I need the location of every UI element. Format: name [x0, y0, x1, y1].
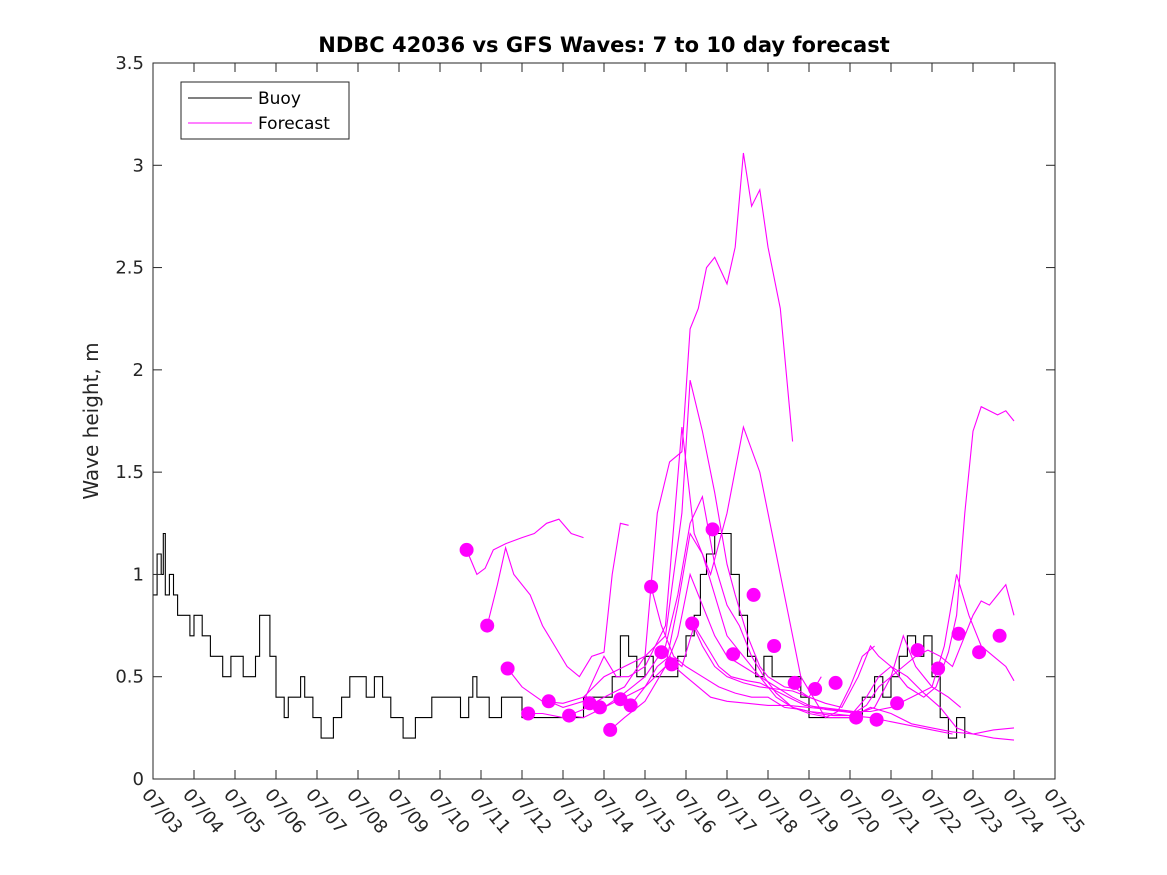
forecast-marker-27: [931, 661, 946, 676]
y-tick-label-5: 2.5: [115, 258, 144, 279]
forecast-marker-20: [787, 675, 802, 690]
forecast-marker-14: [613, 692, 628, 707]
y-tick-label-0: 0: [133, 769, 144, 790]
x-tick-label-15: 07/18: [752, 785, 801, 838]
forecast-series-line-3: [507, 152, 794, 704]
forecast-series-line-11: [671, 574, 1015, 713]
forecast-marker-1: [459, 542, 474, 557]
legend-forecast-label: Forecast: [258, 114, 330, 134]
forecast-series-line-6: [569, 494, 1015, 741]
forecast-marker-29: [972, 645, 987, 660]
forecast-series-line-10: [650, 583, 1015, 717]
x-tick-label-6: 07/09: [383, 785, 432, 838]
forecast-marker-26: [910, 643, 925, 658]
forecast-marker-6: [562, 708, 577, 723]
forecast-marker-15: [654, 645, 669, 660]
x-tick-label-3: 07/06: [260, 785, 309, 838]
x-tick-label-14: 07/17: [711, 785, 760, 838]
forecast-marker-16: [705, 522, 720, 537]
x-tick-label-22: 07/25: [1039, 785, 1088, 838]
forecast-series-line-5: [548, 425, 875, 719]
forecast-marker-19: [767, 639, 782, 653]
forecast-marker-28: [951, 626, 966, 641]
forecast-marker-24: [869, 712, 884, 727]
forecast-series-line-1: [466, 518, 584, 576]
x-tick-label-0: 07/03: [137, 785, 186, 838]
x-tick-label-11: 07/14: [588, 785, 637, 838]
forecast-marker-13: [592, 700, 607, 715]
forecast-marker-12: [685, 616, 700, 631]
x-tick-label-16: 07/19: [793, 785, 842, 838]
legend-box: [180, 81, 350, 140]
x-tick-label-5: 07/08: [342, 785, 391, 838]
forecast-marker-9: [623, 698, 638, 713]
x-tick-label-19: 07/22: [916, 785, 965, 838]
axes-ticks: 00.511.522.533.507/0307/0407/0507/0607/0…: [115, 53, 1088, 838]
x-tick-label-17: 07/20: [834, 785, 883, 838]
y-tick-label-6: 3: [133, 155, 144, 176]
legend: Buoy Forecast: [180, 81, 350, 140]
y-tick-label-1: 0.5: [115, 667, 144, 688]
forecast-marker-17: [726, 647, 741, 662]
forecast-marker-3: [500, 661, 515, 676]
x-tick-label-7: 07/10: [424, 785, 473, 838]
y-tick-label-2: 1: [133, 564, 144, 585]
forecast-marker-11: [664, 657, 679, 672]
forecast-series-line-8: [609, 572, 962, 731]
x-tick-label-18: 07/21: [875, 785, 924, 838]
x-tick-label-12: 07/15: [629, 785, 678, 838]
forecast-marker-10: [644, 579, 659, 594]
x-tick-label-10: 07/13: [547, 785, 596, 838]
chart-title: NDBC 42036 vs GFS Waves: 7 to 10 day for…: [318, 33, 889, 57]
x-tick-label-13: 07/16: [670, 785, 719, 838]
y-tick-label-4: 2: [133, 360, 144, 381]
forecast-marker-25: [890, 696, 905, 711]
y-tick-label-3: 1.5: [115, 462, 144, 483]
forecast-marker-8: [603, 722, 618, 737]
x-tick-label-2: 07/05: [219, 785, 268, 838]
forecast-series-line-9: [630, 624, 1015, 735]
x-tick-label-9: 07/12: [506, 785, 555, 838]
x-tick-label-1: 07/04: [178, 785, 227, 838]
forecast-marker-5: [541, 694, 556, 709]
x-tick-label-21: 07/24: [998, 785, 1047, 838]
y-axis-label: Wave height, m: [79, 342, 103, 499]
legend-buoy-label: Buoy: [258, 89, 301, 109]
forecast-series-line-12: [691, 405, 1015, 709]
forecast-marker-18: [746, 587, 761, 602]
forecast-marker-21: [808, 682, 823, 696]
plot-area: [153, 152, 1015, 741]
forecast-marker-4: [521, 706, 536, 721]
forecast-marker-2: [480, 618, 495, 633]
y-tick-label-7: 3.5: [115, 53, 144, 74]
forecast-marker-23: [849, 710, 864, 725]
forecast-marker-22: [828, 675, 843, 690]
buoy-series-line: [153, 532, 966, 739]
x-tick-label-8: 07/11: [465, 785, 514, 838]
x-tick-label-20: 07/23: [957, 785, 1006, 838]
x-tick-label-4: 07/07: [301, 785, 350, 838]
forecast-marker-30: [992, 628, 1007, 643]
forecast-series-line-2: [486, 522, 629, 678]
